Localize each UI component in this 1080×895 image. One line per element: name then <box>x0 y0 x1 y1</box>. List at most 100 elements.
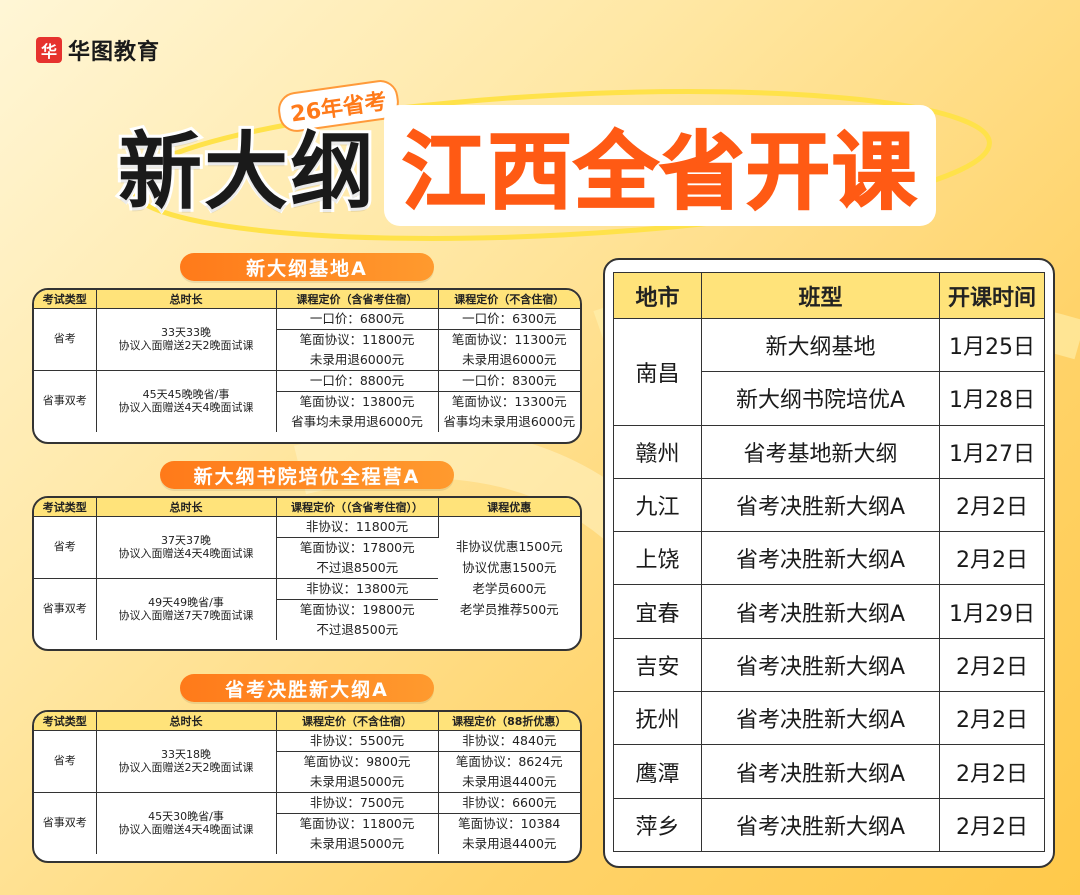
table-row: 赣州 省考基地新大纲 1月27日 <box>613 424 1045 479</box>
table-row: 上饶 省考决胜新大纲A 2月2日 <box>613 531 1045 586</box>
col-header: 课程定价（不含住宿） <box>438 290 580 309</box>
duration-line: 协议入面赠送2天2晚面试课 <box>118 761 254 774</box>
duration: 45天30晚省/事 协议入面赠送4天4晚面试课 <box>96 792 277 854</box>
duration-line: 37天37晚 <box>161 534 211 547</box>
price-cell: 笔面协议：13300元 <box>451 393 567 409</box>
price-cell: 未录用退6000元 <box>438 349 580 371</box>
table-row: 九江 省考决胜新大纲A 2月2日 <box>613 477 1045 533</box>
class-cell: 新大纲基地 <box>701 317 940 373</box>
class-cell: 省考决胜新大纲A <box>701 531 940 586</box>
col-header: 总时长 <box>96 290 277 309</box>
duration: 33天33晚 协议入面赠送2天2晚面试课 <box>96 308 277 371</box>
price-cell: 一口价：8300元 <box>438 370 580 392</box>
exam-type: 省事双考 <box>34 792 97 854</box>
perk-line: 非协议优惠1500元 <box>455 539 563 554</box>
duration: 37天37晚 协议入面赠送4天4晚面试课 <box>96 516 277 579</box>
price-cell: 非协议：6600元 <box>438 792 580 814</box>
exam-type: 省考 <box>34 516 97 579</box>
date-cell: 1月25日 <box>939 317 1045 373</box>
duration-line: 33天33晚 <box>161 326 211 339</box>
class-cell: 省考基地新大纲 <box>701 424 940 479</box>
table-row: 南昌 新大纲基地 1月25日 <box>613 317 1045 426</box>
section-3-title: 省考决胜新大纲A <box>180 674 434 702</box>
date-cell: 1月29日 <box>939 584 1045 639</box>
city-cell: 赣州 <box>613 424 702 479</box>
city-cell: 吉安 <box>613 637 702 693</box>
exam-type: 省考 <box>34 308 97 371</box>
date-cell: 1月28日 <box>939 371 1045 426</box>
col-header: 考试类型 <box>34 712 97 731</box>
price-cell: 笔面协议：10384 <box>458 815 561 831</box>
col-header: 考试类型 <box>34 290 97 309</box>
price-cell: 未录用退5000元 <box>276 771 439 793</box>
title-part-2: 江西全省开课 <box>384 104 937 226</box>
date-cell: 2月2日 <box>939 744 1045 799</box>
col-header: 总时长 <box>96 498 277 517</box>
price-cell: 省事均未录用退6000元 <box>443 413 576 429</box>
section-2-table: 考试类型 总时长 课程定价（（含省考住宿）） 课程优惠 省考 37天37晚 协议… <box>32 496 582 651</box>
class-cell: 省考决胜新大纲A <box>701 477 940 533</box>
col-header: 课程优惠 <box>438 498 580 517</box>
price-cell: 笔面协议：8624元 <box>455 753 563 769</box>
price-cell: 省事均未录用退6000元 <box>276 411 439 432</box>
date-cell: 2月2日 <box>939 531 1045 586</box>
price-cell: 一口价：8800元 <box>276 370 439 392</box>
section-1-title: 新大纲基地A <box>180 253 434 281</box>
price-cell: 非协议：4840元 <box>438 730 580 752</box>
section-1-table: 考试类型 总时长 课程定价（含省考住宿） 课程定价（不含住宿） 省考 33天33… <box>32 288 582 444</box>
price-cell: 笔面协议：19800元 <box>299 601 415 617</box>
price-cell: 非协议：5500元 <box>276 730 439 752</box>
table-row: 鹰潭 省考决胜新大纲A 2月2日 <box>613 744 1045 799</box>
col-header: 课程定价（含省考住宿） <box>276 290 439 309</box>
duration-line: 协议入面赠送4天4晚面试课 <box>118 823 254 836</box>
duration-line: 49天49晚省/事 <box>148 596 224 609</box>
schedule-header-city: 地市 <box>613 272 702 319</box>
class-cell: 新大纲书院培优A <box>701 371 940 426</box>
duration-line: 协议入面赠送2天2晚面试课 <box>118 339 254 352</box>
brand-name: 华图教育 <box>68 40 161 65</box>
price-cell: 笔面协议：11800元 <box>276 329 439 350</box>
exam-type: 省事双考 <box>34 370 97 432</box>
price-cell: 不过退8500元 <box>276 557 438 579</box>
table-row: 新大纲书院培优A 1月28日 <box>614 371 1045 426</box>
col-header: 课程定价（88折优惠） <box>438 712 580 731</box>
price-cell: 笔面协议：17800元 <box>299 539 415 555</box>
price-cell: 非协议：13800元 <box>276 578 438 600</box>
class-cell: 省考决胜新大纲A <box>701 584 940 639</box>
price-cell: 笔面协议：11800元 <box>276 813 439 834</box>
exam-type: 省考 <box>34 730 97 793</box>
price-cell: 未录用退4400元 <box>462 835 557 851</box>
duration-line: 协议入面赠送4天4晚面试课 <box>118 401 254 414</box>
section-3-table: 考试类型 总时长 课程定价（不含住宿） 课程定价（88折优惠） 省考 33天18… <box>32 710 582 863</box>
city-cell: 九江 <box>613 477 702 533</box>
city-cell: 抚州 <box>613 691 702 746</box>
table-row: 抚州 省考决胜新大纲A 2月2日 <box>613 691 1045 746</box>
price-cell: 一口价：6800元 <box>276 308 439 330</box>
exam-type: 省事双考 <box>34 578 97 640</box>
class-cell: 省考决胜新大纲A <box>701 797 940 852</box>
schedule-table: 地市 班型 开课时间 南昌 新大纲基地 1月25日 新大纲书院培优A 1月28日… <box>603 258 1055 868</box>
date-cell: 2月2日 <box>939 797 1045 852</box>
col-header: 总时长 <box>96 712 277 731</box>
price-cell: 未录用退5000元 <box>276 833 439 854</box>
duration-line: 33天18晚 <box>161 748 211 761</box>
table-row: 萍乡 省考决胜新大纲A 2月2日 <box>613 797 1045 852</box>
section-2-title: 新大纲书院培优全程营A <box>160 461 454 489</box>
price-cell: 笔面协议：9800元 <box>276 751 439 772</box>
col-header: 课程定价（（含省考住宿）） <box>276 498 439 517</box>
price-cell: 未录用退4400元 <box>438 771 580 793</box>
city-cell: 宜春 <box>613 584 702 639</box>
table-row: 吉安 省考决胜新大纲A 2月2日 <box>613 637 1045 693</box>
date-cell: 2月2日 <box>939 477 1045 533</box>
date-cell: 2月2日 <box>939 637 1045 693</box>
title-part-1: 新大纲 <box>115 120 377 224</box>
duration-line: 45天30晚省/事 <box>148 810 224 823</box>
city-cell: 鹰潭 <box>613 744 702 799</box>
perk-line: 老学员推荐500元 <box>459 602 559 617</box>
price-cell: 不过退8500元 <box>316 621 399 637</box>
duration: 33天18晚 协议入面赠送2天2晚面试课 <box>96 730 277 793</box>
brand-mark: 华 <box>36 37 62 63</box>
duration: 49天49晚省/事 协议入面赠送7天7晚面试课 <box>96 578 277 640</box>
schedule-header-date: 开课时间 <box>939 272 1045 319</box>
date-cell: 2月2日 <box>939 691 1045 746</box>
